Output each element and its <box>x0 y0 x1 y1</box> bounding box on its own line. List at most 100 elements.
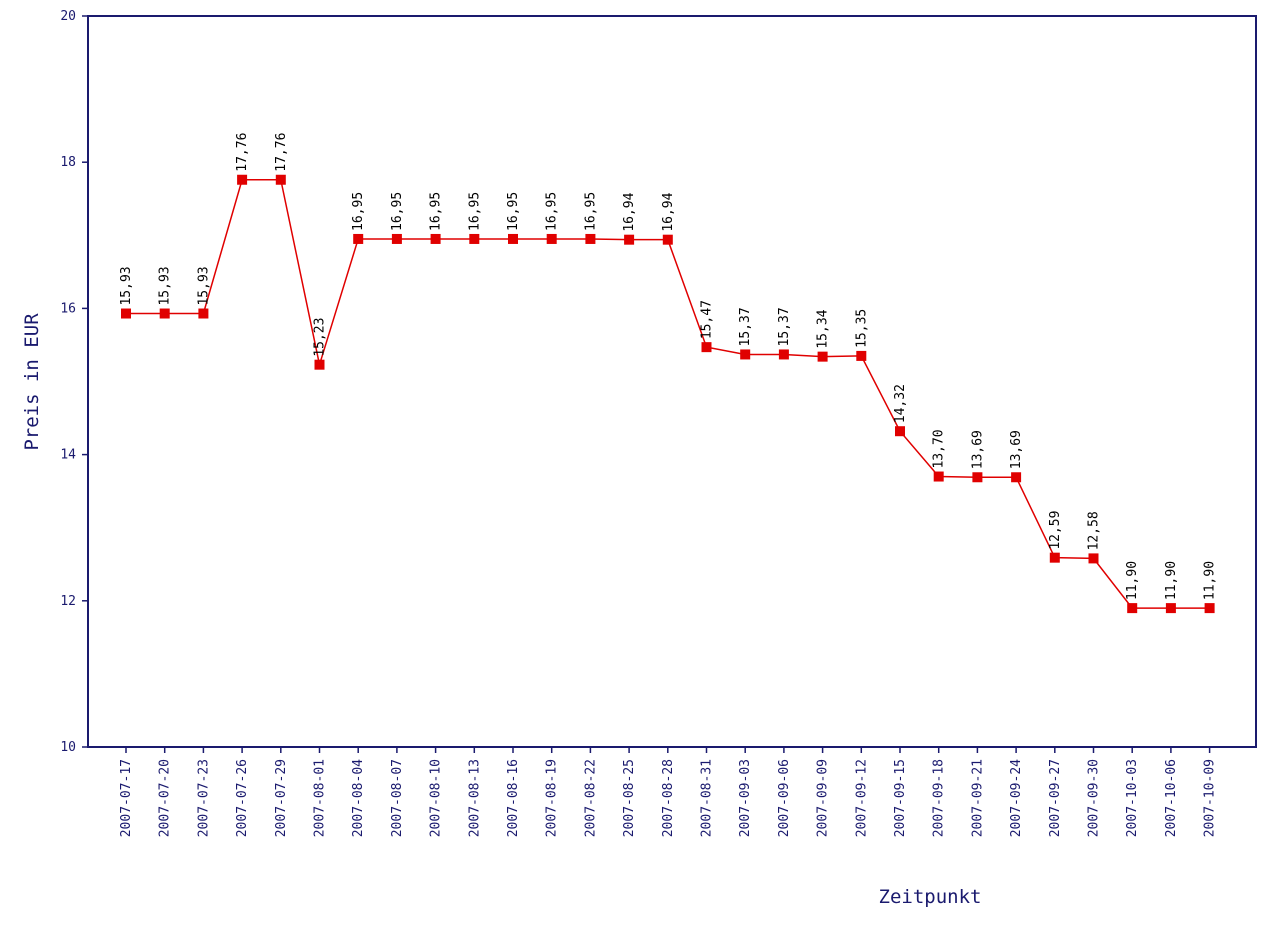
x-axis: 2007-07-17 2007-07-20 2007-07-23 2007-07-26… <box>119 747 1218 837</box>
data-point <box>856 350 867 361</box>
data-label: 12,59 <box>1048 511 1063 550</box>
data-point <box>895 426 905 437</box>
data-label: 16,95 <box>506 192 521 231</box>
data-point <box>1011 472 1022 483</box>
x-tick-label: 2007-09-30 <box>1087 759 1102 837</box>
x-axis-title: Zeitpunkt <box>879 886 982 908</box>
x-tick-label: 2007-08-10 <box>429 759 444 837</box>
y-tick-label: 18 <box>60 155 76 170</box>
data-label: 15,35 <box>854 309 869 348</box>
data-point <box>1204 603 1215 614</box>
data-point <box>585 233 596 244</box>
x-tick-label: 2007-09-21 <box>970 759 985 837</box>
data-point <box>740 349 751 360</box>
data-point <box>1127 603 1138 614</box>
data-point <box>1088 553 1099 564</box>
plot-area <box>87 15 1257 748</box>
data-label: 16,95 <box>467 192 482 231</box>
data-label: 16,95 <box>390 192 405 231</box>
data-point <box>430 233 441 244</box>
data-label: 16,95 <box>583 192 598 231</box>
data-point <box>933 471 944 482</box>
x-tick-label: 2007-07-17 <box>119 759 134 837</box>
x-tick-label: 2007-09-27 <box>1048 759 1063 837</box>
x-tick-label: 2007-10-03 <box>1125 759 1140 837</box>
x-tick-label: 2007-09-18 <box>932 759 947 837</box>
x-tick-label: 2007-07-23 <box>196 759 211 837</box>
x-tick-label: 2007-08-19 <box>545 759 560 837</box>
y-tick-label: 20 <box>60 9 76 24</box>
data-label: 17,76 <box>274 133 289 172</box>
x-tick-label: 2007-08-16 <box>506 759 521 837</box>
x-tick-label: 2007-08-25 <box>622 759 637 837</box>
data-point <box>314 359 325 370</box>
x-tick-label: 2007-09-06 <box>777 759 792 837</box>
data-point <box>198 308 209 319</box>
x-tick-label: 2007-08-01 <box>313 759 328 837</box>
data-point <box>508 233 518 244</box>
data-label: 13,69 <box>970 430 985 469</box>
data-point <box>778 349 789 360</box>
data-label: 16,94 <box>661 192 676 231</box>
data-point <box>275 174 286 185</box>
x-tick-label: 2007-08-07 <box>390 759 405 837</box>
data-point <box>624 234 635 245</box>
x-tick-label: 2007-07-26 <box>235 759 250 837</box>
data-label: 15,34 <box>816 309 831 348</box>
data-point <box>701 342 712 353</box>
data-point <box>353 233 364 244</box>
x-tick-label: 2007-08-13 <box>467 759 482 837</box>
data-point <box>546 233 557 244</box>
x-tick-label: 2007-10-06 <box>1164 759 1179 837</box>
series <box>121 174 1215 614</box>
y-tick-label: 16 <box>60 301 76 316</box>
data-point <box>817 351 828 362</box>
x-tick-label: 2007-07-29 <box>274 759 289 837</box>
data-label: 13,70 <box>932 429 947 468</box>
data-label: 11,90 <box>1125 561 1140 600</box>
data-point <box>237 174 248 185</box>
data-label: 14,32 <box>893 384 908 423</box>
data-label: 15,93 <box>196 266 211 305</box>
data-point <box>1049 552 1060 563</box>
data-label: 15,23 <box>313 318 328 357</box>
y-axis: 10 12 14 16 18 20 <box>60 9 88 755</box>
x-tick-label: 2007-09-15 <box>893 759 908 837</box>
y-tick-label: 14 <box>60 448 76 463</box>
data-label: 12,58 <box>1087 511 1102 550</box>
x-tick-label: 2007-09-03 <box>738 759 753 837</box>
plot-border <box>87 15 1257 748</box>
data-point <box>469 233 480 244</box>
x-tick-label: 2007-07-20 <box>158 759 173 837</box>
data-label: 13,69 <box>1009 430 1024 469</box>
data-point <box>391 233 402 244</box>
y-tick-label: 10 <box>60 740 76 755</box>
data-label: 15,37 <box>738 307 753 346</box>
data-label: 16,94 <box>622 192 637 231</box>
x-tick-label: 2007-08-04 <box>351 759 366 837</box>
data-label: 15,47 <box>700 300 715 339</box>
x-tick-label: 2007-08-28 <box>661 759 676 837</box>
data-label: 15,93 <box>119 266 134 305</box>
data-point <box>1165 603 1176 614</box>
data-label: 11,90 <box>1164 561 1179 600</box>
data-label: 16,95 <box>545 192 560 231</box>
x-tick-label: 2007-10-09 <box>1203 759 1218 837</box>
y-tick-label: 12 <box>60 594 76 609</box>
x-tick-label: 2007-09-12 <box>854 759 869 837</box>
data-label: 16,95 <box>351 192 366 231</box>
data-point <box>972 472 983 483</box>
x-tick-label: 2007-09-24 <box>1009 759 1024 837</box>
data-point <box>121 308 131 319</box>
data-label: 15,93 <box>158 266 173 305</box>
data-label: 11,90 <box>1203 561 1218 600</box>
data-point <box>159 308 170 319</box>
data-label: 17,76 <box>235 133 250 172</box>
x-tick-label: 2007-08-31 <box>700 759 715 837</box>
x-tick-label: 2007-08-22 <box>583 759 598 837</box>
data-label: 16,95 <box>429 192 444 231</box>
x-tick-label: 2007-09-09 <box>816 759 831 837</box>
data-point <box>662 234 673 245</box>
data-label: 15,37 <box>777 307 792 346</box>
